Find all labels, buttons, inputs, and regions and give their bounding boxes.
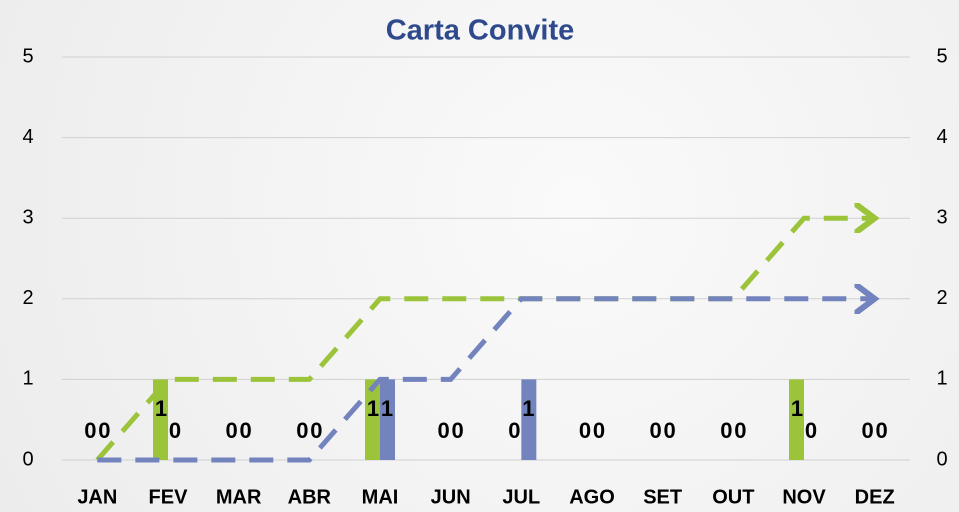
bar bbox=[521, 379, 537, 460]
data-label: 1 bbox=[155, 396, 167, 421]
data-label: 1 bbox=[791, 396, 803, 421]
y2-tick-label: 4 bbox=[936, 126, 947, 148]
x-tick-label: NOV bbox=[782, 486, 826, 508]
x-tick-label: SET bbox=[643, 486, 682, 508]
data-label: 0 bbox=[84, 418, 96, 443]
y2-tick-label: 0 bbox=[936, 448, 947, 470]
data-label: 0 bbox=[240, 418, 252, 443]
data-label: 0 bbox=[805, 418, 817, 443]
data-label: 0 bbox=[593, 418, 605, 443]
bar bbox=[153, 379, 168, 460]
y-tick-label: 2 bbox=[22, 287, 33, 309]
data-label: 0 bbox=[862, 418, 874, 443]
y-tick-label: 0 bbox=[22, 448, 33, 470]
data-label: 0 bbox=[650, 418, 662, 443]
x-tick-label: MAR bbox=[216, 486, 262, 508]
data-label: 1 bbox=[522, 396, 534, 421]
cumulative-line bbox=[97, 299, 874, 463]
data-label: 0 bbox=[508, 418, 520, 443]
data-label: 0 bbox=[169, 418, 181, 443]
bar bbox=[380, 379, 395, 460]
cumulative-line bbox=[95, 218, 874, 462]
data-label: 0 bbox=[296, 418, 308, 443]
y2-tick-label: 3 bbox=[936, 206, 947, 228]
data-label: 0 bbox=[734, 418, 746, 443]
data-label: 0 bbox=[579, 418, 591, 443]
data-label: 1 bbox=[381, 396, 393, 421]
x-tick-label: ABR bbox=[288, 486, 332, 508]
data-label: 0 bbox=[226, 418, 238, 443]
x-tick-label: MAI bbox=[362, 486, 399, 508]
bar bbox=[365, 379, 380, 460]
x-tick-label: DEZ bbox=[855, 486, 895, 508]
data-label: 0 bbox=[438, 418, 450, 443]
x-tick-label: FEV bbox=[149, 486, 189, 508]
bar bbox=[789, 379, 804, 460]
data-label: 0 bbox=[720, 418, 732, 443]
y2-tick-label: 1 bbox=[936, 368, 947, 390]
chart-title: Carta Convite bbox=[386, 15, 575, 47]
y-tick-label: 3 bbox=[22, 206, 33, 228]
x-tick-label: AGO bbox=[569, 486, 615, 508]
y-tick-label: 1 bbox=[22, 368, 33, 390]
x-tick-label: JUL bbox=[502, 486, 540, 508]
data-label: 0 bbox=[310, 418, 322, 443]
data-label: 0 bbox=[98, 418, 110, 443]
x-tick-label: OUT bbox=[712, 486, 754, 508]
x-tick-label: JAN bbox=[77, 486, 117, 508]
y2-tick-label: 2 bbox=[936, 287, 947, 309]
data-label: 0 bbox=[876, 418, 888, 443]
y-tick-label: 4 bbox=[22, 126, 33, 148]
y2-tick-label: 5 bbox=[936, 45, 947, 67]
data-label: 1 bbox=[367, 396, 379, 421]
x-tick-label: JUN bbox=[431, 486, 471, 508]
data-label: 0 bbox=[452, 418, 464, 443]
y-tick-label: 5 bbox=[22, 45, 33, 67]
data-label: 0 bbox=[664, 418, 676, 443]
